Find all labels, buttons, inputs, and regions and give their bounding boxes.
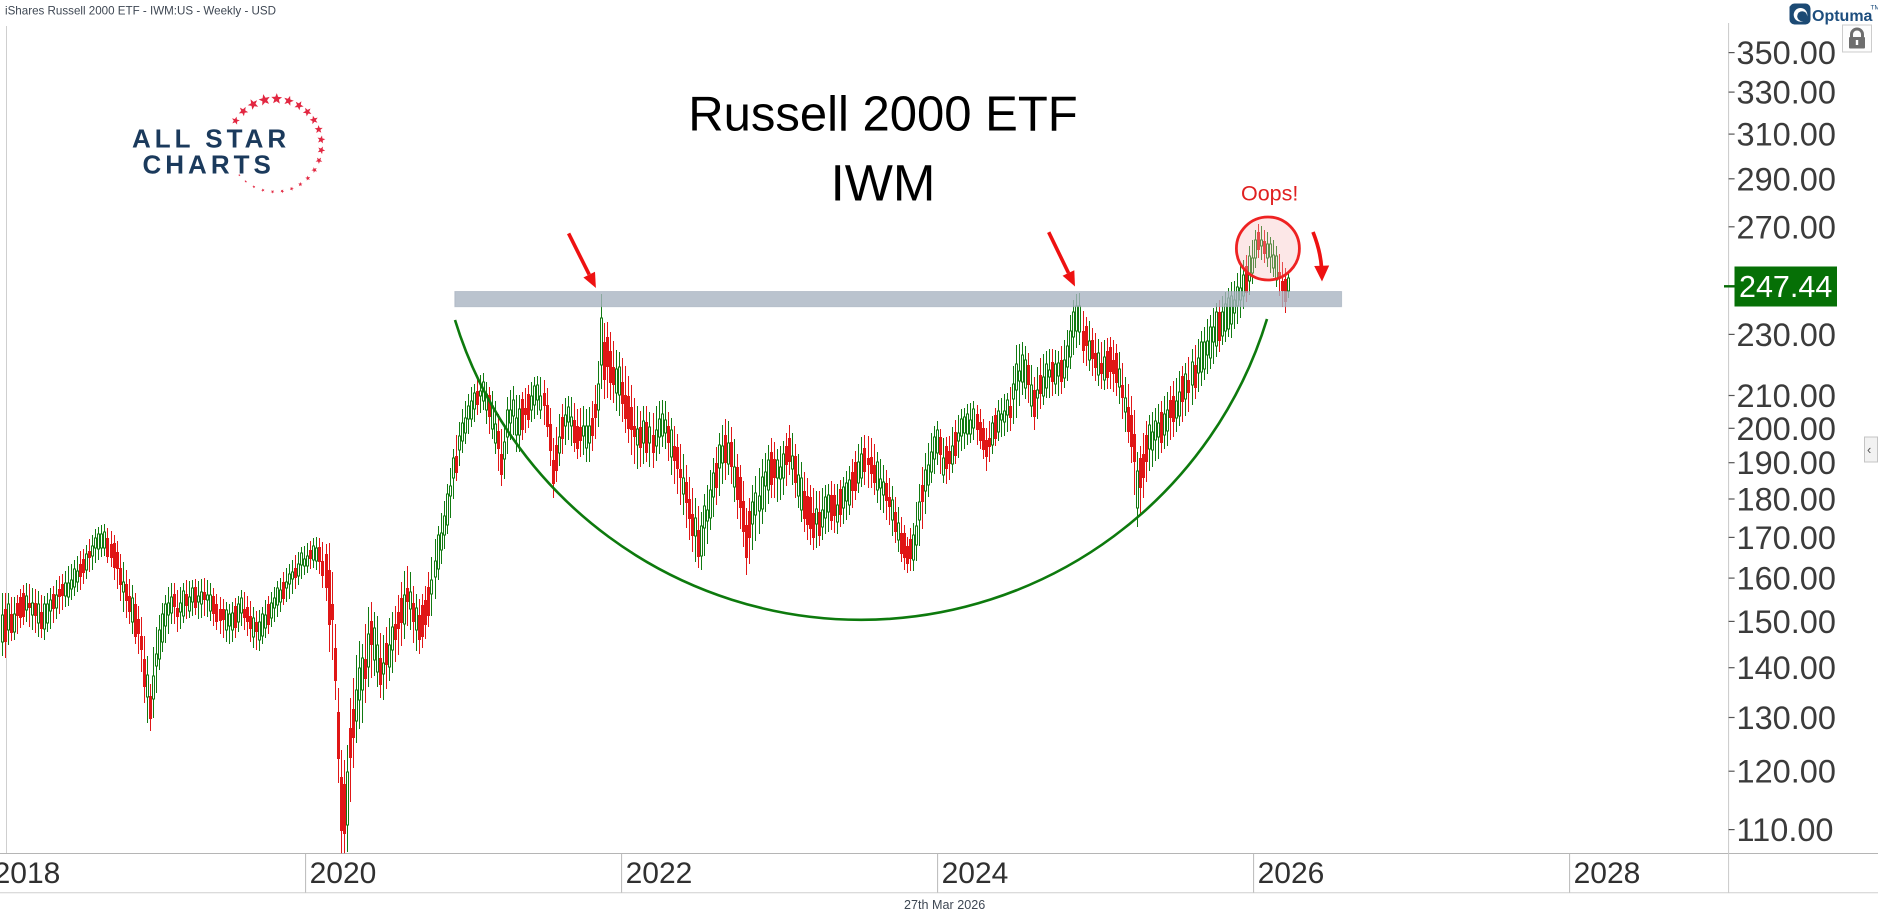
svg-text:TM: TM bbox=[1871, 5, 1878, 12]
svg-text:247.44: 247.44 bbox=[1739, 270, 1832, 304]
svg-text:150.00: 150.00 bbox=[1737, 604, 1836, 640]
svg-text:130.00: 130.00 bbox=[1737, 700, 1836, 736]
svg-text:110.00: 110.00 bbox=[1737, 812, 1834, 848]
svg-text:Russell 2000 ETF: Russell 2000 ETF bbox=[688, 88, 1077, 142]
svg-text:CHARTS: CHARTS bbox=[143, 150, 275, 180]
svg-text:Oops!: Oops! bbox=[1241, 182, 1298, 206]
svg-text:Optuma: Optuma bbox=[1812, 8, 1873, 25]
svg-text:310.00: 310.00 bbox=[1737, 117, 1836, 153]
svg-text:27th Mar 2026: 27th Mar 2026 bbox=[904, 898, 985, 912]
svg-text:iShares Russell 2000 ETF - IWM: iShares Russell 2000 ETF - IWM:US - Week… bbox=[5, 5, 276, 18]
svg-text:270.00: 270.00 bbox=[1737, 209, 1836, 245]
svg-text:IWM: IWM bbox=[831, 155, 936, 212]
svg-text:140.00: 140.00 bbox=[1737, 650, 1836, 686]
svg-text:‹: ‹ bbox=[1867, 442, 1871, 457]
svg-text:180.00: 180.00 bbox=[1737, 482, 1836, 518]
svg-text:330.00: 330.00 bbox=[1737, 75, 1836, 111]
svg-text:ALL STAR: ALL STAR bbox=[132, 124, 290, 154]
svg-text:170.00: 170.00 bbox=[1737, 520, 1836, 556]
svg-text:2018: 2018 bbox=[0, 857, 60, 890]
svg-text:230.00: 230.00 bbox=[1737, 317, 1836, 353]
svg-text:2028: 2028 bbox=[1574, 857, 1641, 890]
svg-text:190.00: 190.00 bbox=[1737, 445, 1836, 481]
svg-text:2020: 2020 bbox=[310, 857, 377, 890]
svg-text:2022: 2022 bbox=[626, 857, 693, 890]
svg-text:210.00: 210.00 bbox=[1737, 378, 1836, 414]
svg-text:290.00: 290.00 bbox=[1737, 161, 1836, 197]
svg-text:350.00: 350.00 bbox=[1737, 35, 1836, 71]
svg-text:120.00: 120.00 bbox=[1737, 754, 1836, 790]
svg-text:200.00: 200.00 bbox=[1737, 411, 1836, 447]
svg-text:2026: 2026 bbox=[1258, 857, 1325, 890]
svg-text:160.00: 160.00 bbox=[1737, 561, 1836, 597]
svg-text:2024: 2024 bbox=[942, 857, 1009, 890]
